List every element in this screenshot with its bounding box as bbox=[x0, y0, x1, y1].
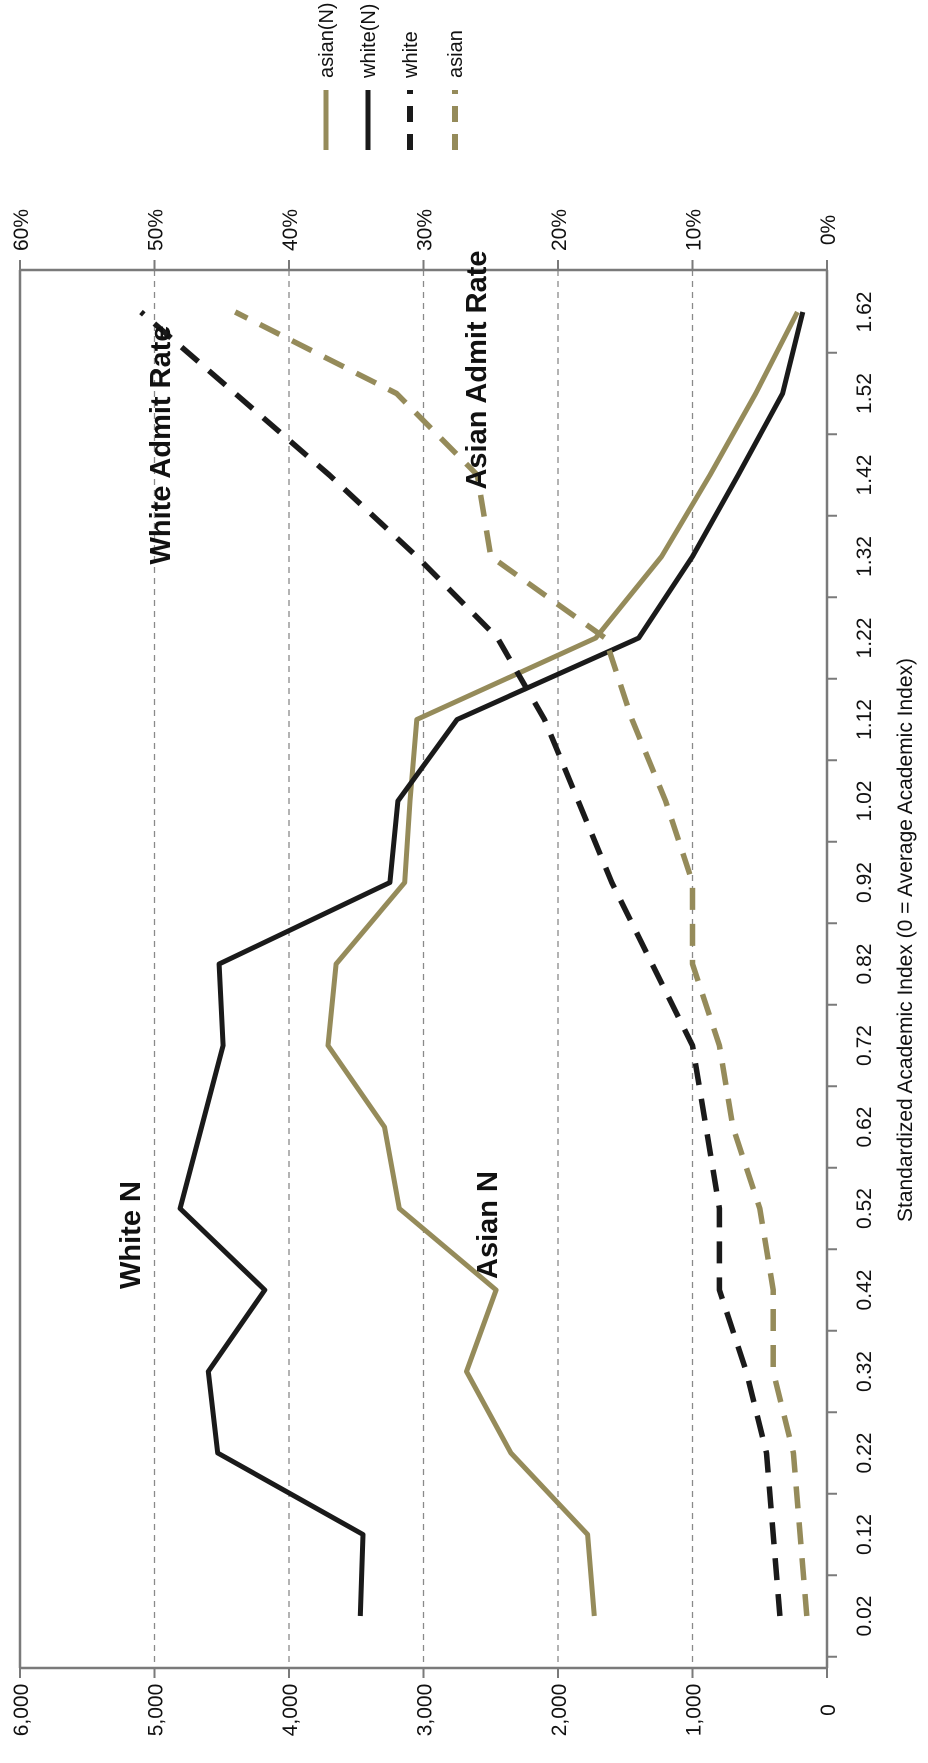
category-tick-label: 0.42 bbox=[853, 1270, 876, 1311]
annotation-label: Asian Admit Rate bbox=[461, 250, 493, 489]
series-line-asian bbox=[233, 309, 810, 1617]
category-tick-label: 1.02 bbox=[853, 781, 876, 822]
category-tick-label: 0.72 bbox=[853, 1025, 876, 1066]
annotation-label: White N bbox=[115, 1181, 147, 1289]
annotation-layer: White Admit Rate Asian Admit Rate White N A… bbox=[115, 250, 504, 1288]
left-axis-tick-label: 0 bbox=[817, 1704, 840, 1716]
category-tick-label: 1.32 bbox=[853, 536, 876, 577]
legend-label: white(N) bbox=[358, 4, 380, 79]
category-tick-label: 0.12 bbox=[853, 1514, 876, 1555]
left-axis-tick-label: 1,000 bbox=[683, 1684, 706, 1737]
annotation-label: White Admit Rate bbox=[145, 326, 177, 565]
category-tick-label: 1.42 bbox=[853, 455, 876, 496]
right-axis-tick-label: 60% bbox=[10, 209, 33, 251]
category-tick-label: 0.92 bbox=[853, 862, 876, 903]
left-axis-tick-label: 2,000 bbox=[548, 1684, 571, 1737]
right-axis-tick-label: 40% bbox=[279, 209, 302, 251]
legend-label: asian(N) bbox=[316, 2, 338, 78]
left-axis-tick-label: 3,000 bbox=[414, 1684, 437, 1737]
annotation-label: Asian N bbox=[472, 1171, 504, 1279]
series-line-white bbox=[139, 309, 783, 1617]
right-axis-tick-label: 20% bbox=[548, 209, 571, 251]
series-line-asiann bbox=[325, 310, 800, 1617]
category-tick-label: 0.52 bbox=[853, 1188, 876, 1229]
category-tick-label: 0.62 bbox=[853, 1107, 876, 1148]
category-tick-label: 1.52 bbox=[853, 373, 876, 414]
legend-label: white bbox=[400, 31, 422, 79]
series-line-whiten bbox=[177, 311, 806, 1617]
right-axis-tick-label: 50% bbox=[145, 209, 168, 251]
category-tick-label: 1.62 bbox=[853, 292, 876, 333]
grid-layer bbox=[153, 270, 694, 1668]
left-axis-tick-label: 4,000 bbox=[279, 1684, 302, 1737]
right-axis-tick-label: 0% bbox=[817, 215, 840, 245]
left-axis-tick-label: 6,000 bbox=[10, 1684, 33, 1737]
legend: asian(N) white(N) white asian bbox=[316, 2, 467, 150]
category-tick-label: 1.12 bbox=[853, 699, 876, 740]
right-axis-tick-label: 10% bbox=[683, 209, 706, 251]
tick-layer: 0 0% 1,000 10% 2,000 20% 3,000 30% 4,000 40% 5,000… bbox=[10, 209, 876, 1736]
category-tick-label: 0.22 bbox=[853, 1433, 876, 1474]
right-axis-tick-label: 30% bbox=[414, 209, 437, 251]
category-tick-label: 1.22 bbox=[853, 618, 876, 659]
category-tick-label: 0.32 bbox=[853, 1351, 876, 1392]
x-axis-title: Standardized Academic Index (0 = Average… bbox=[894, 658, 917, 1222]
legend-label: asian bbox=[445, 30, 467, 78]
category-tick-label: 0.02 bbox=[853, 1596, 876, 1637]
series-layer bbox=[139, 309, 810, 1617]
left-axis-tick-label: 5,000 bbox=[145, 1684, 168, 1737]
category-tick-label: 0.82 bbox=[853, 944, 876, 985]
